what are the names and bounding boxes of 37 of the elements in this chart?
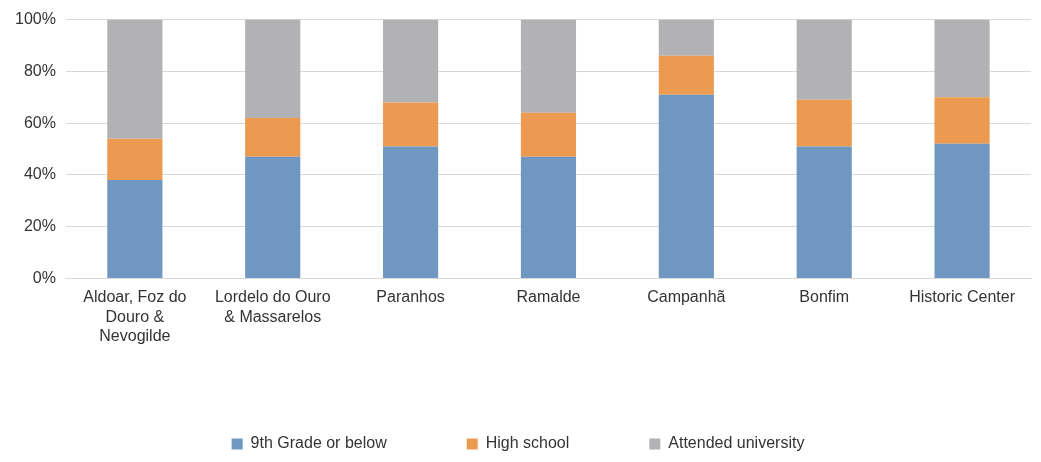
bar xyxy=(934,19,990,98)
y-tick-label: 100% xyxy=(15,10,56,28)
bar xyxy=(934,143,990,278)
bar xyxy=(796,19,852,100)
bar xyxy=(658,19,714,56)
bar xyxy=(520,19,577,113)
bar xyxy=(107,180,163,278)
bar xyxy=(796,146,852,278)
x-tick-label: Bonfim xyxy=(799,288,850,306)
bar xyxy=(383,102,439,147)
bar xyxy=(520,112,577,157)
bar xyxy=(520,156,577,278)
y-tick-label: 20% xyxy=(23,217,56,235)
x-tick-label: Paranhos xyxy=(376,288,445,306)
y-tick-label: 60% xyxy=(23,113,56,131)
x-tick-label: Historic Center xyxy=(909,288,1016,306)
bar xyxy=(383,146,439,278)
bar xyxy=(245,117,301,157)
bar xyxy=(796,99,852,147)
bar xyxy=(934,97,990,144)
x-tick-label: Ramalde xyxy=(516,288,581,306)
bar xyxy=(383,19,439,103)
y-tick-label: 80% xyxy=(23,61,56,79)
bar xyxy=(107,19,163,139)
bar xyxy=(107,138,163,181)
bar xyxy=(245,156,301,278)
legend-label: 9th Grade or below xyxy=(250,434,388,452)
bar xyxy=(658,55,714,95)
legend-label: Attended university xyxy=(668,434,805,452)
x-tick-label: Campanhã xyxy=(647,288,726,306)
bar xyxy=(245,19,301,118)
x-tick-label: Lordelo do Ouro & Massarelos xyxy=(214,288,331,325)
y-tick-label: 0% xyxy=(32,268,56,286)
bar xyxy=(658,94,714,278)
y-tick-label: 40% xyxy=(23,165,56,183)
x-tick-label: Aldoar, Foz do Douro & Nevogilde xyxy=(83,288,187,344)
legend-label: High school xyxy=(485,434,570,452)
